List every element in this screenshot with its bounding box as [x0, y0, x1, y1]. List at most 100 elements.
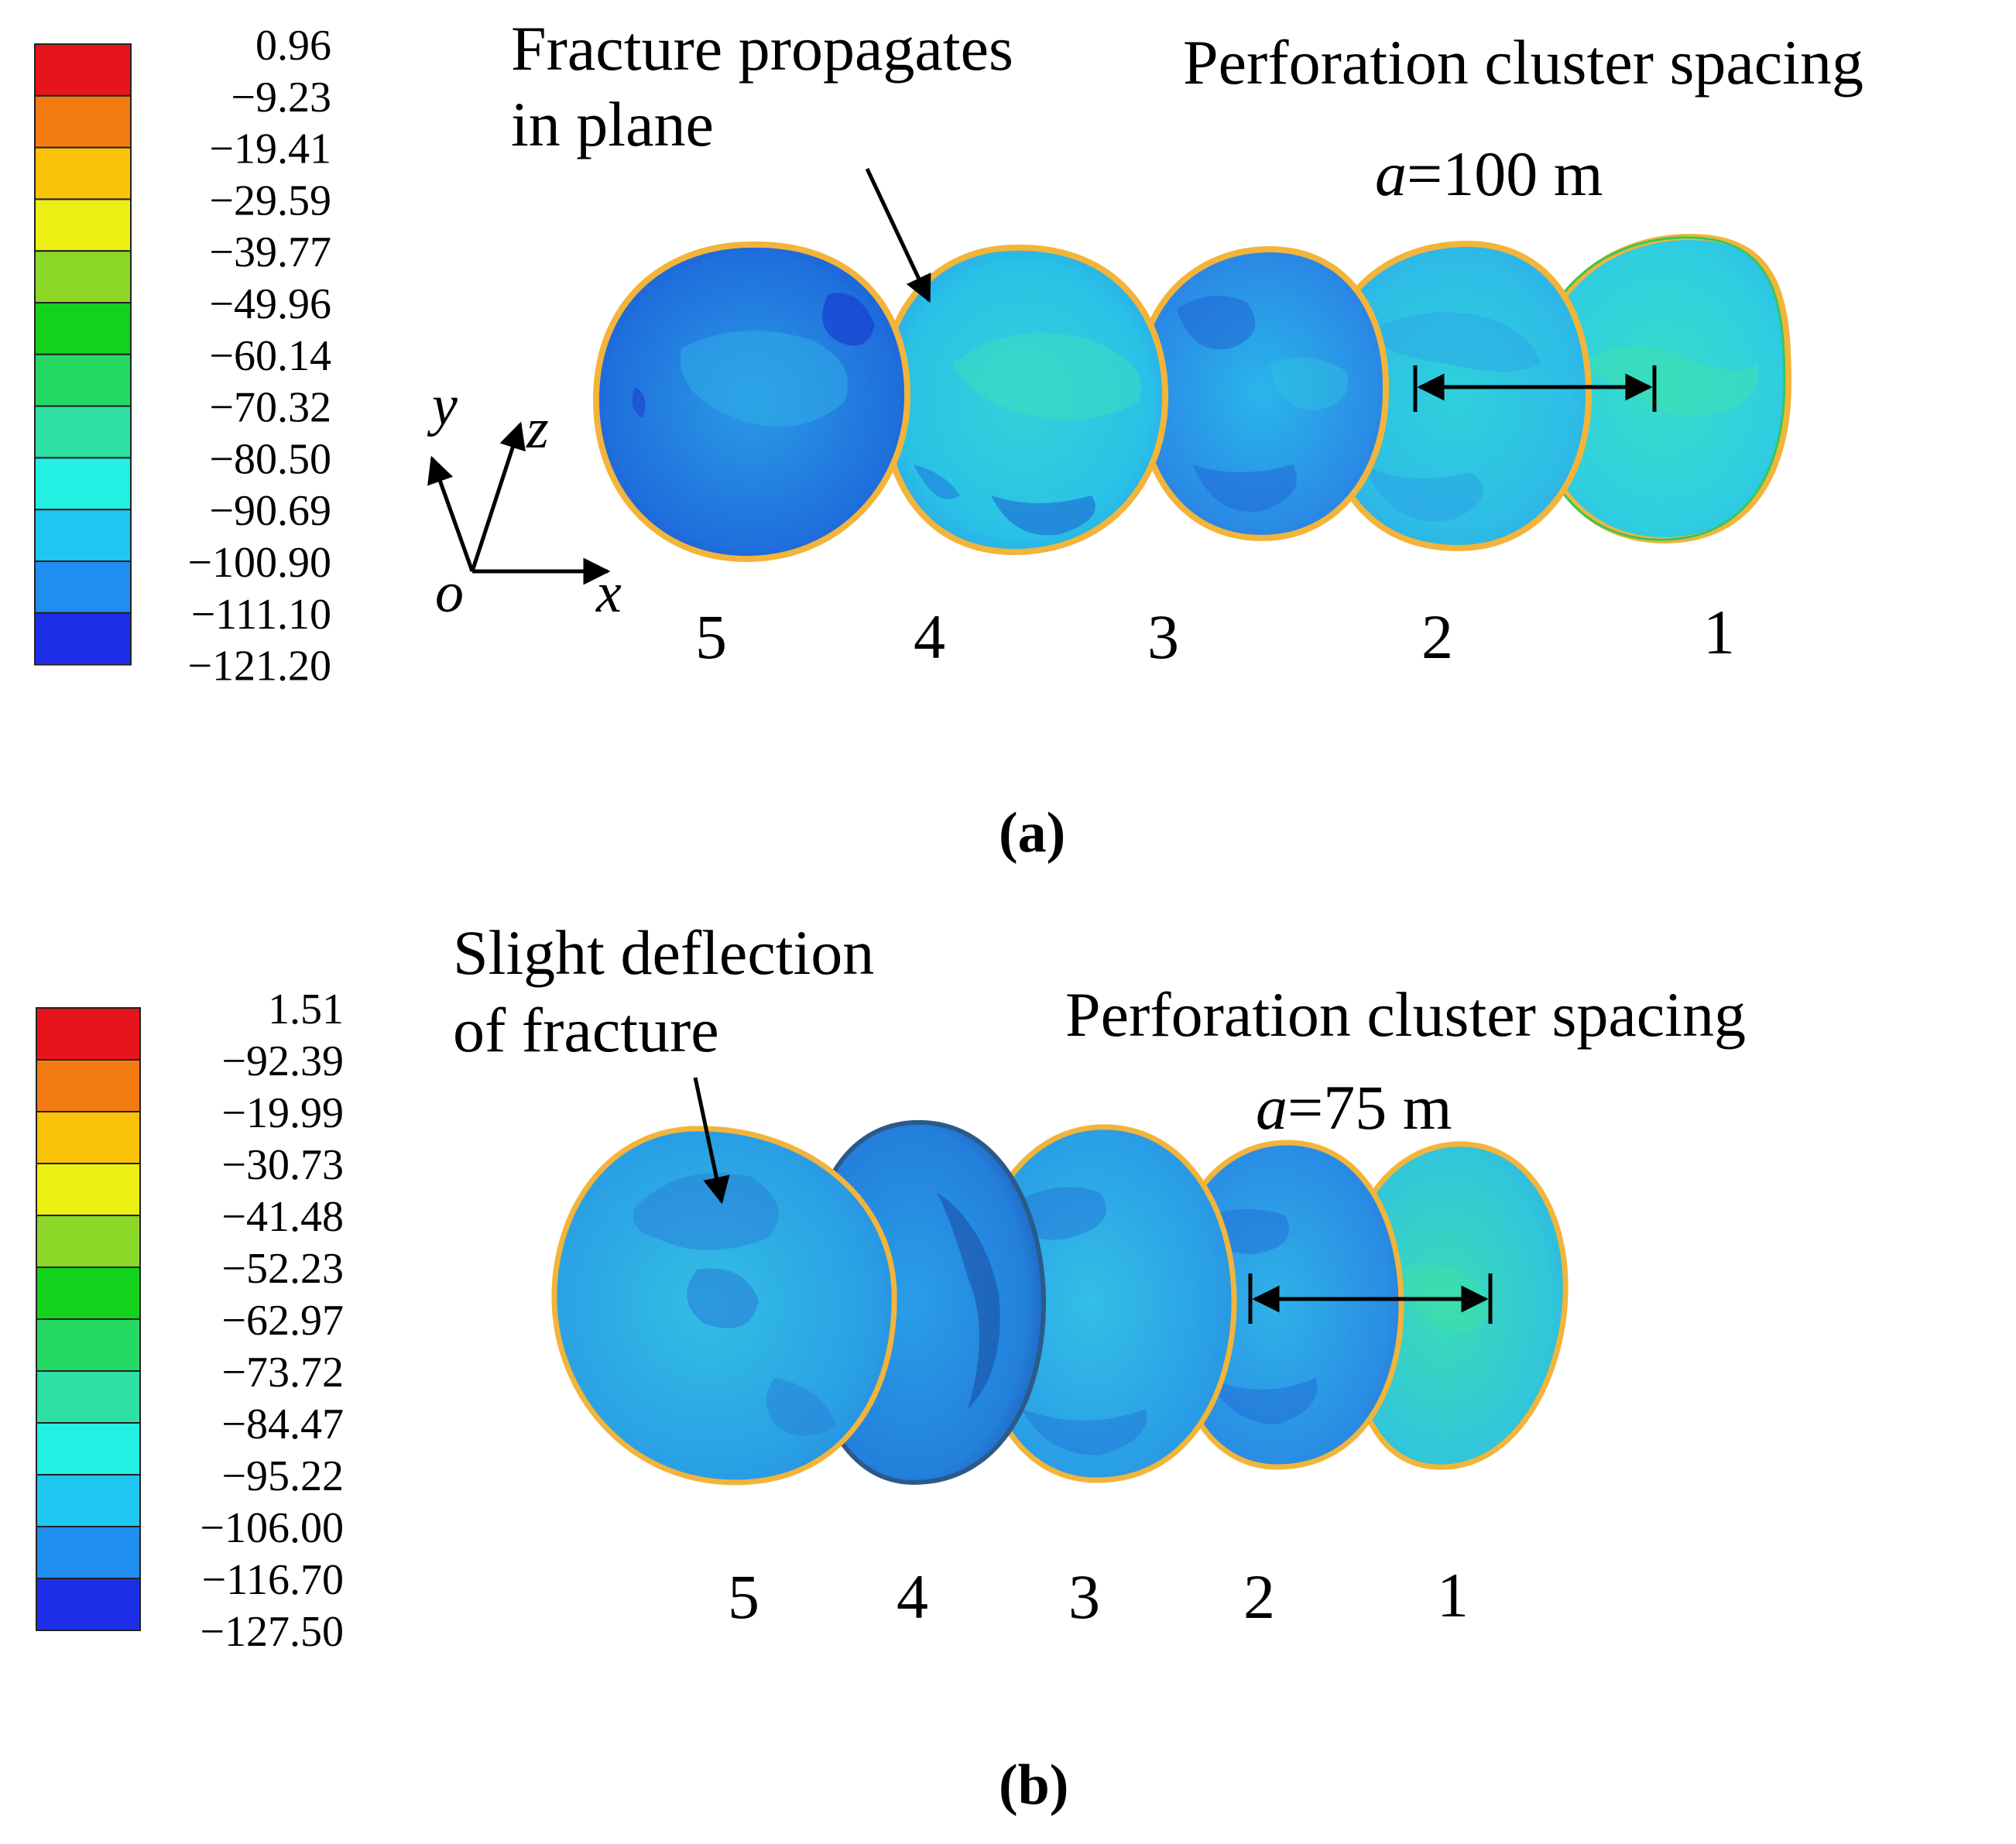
legend-swatch	[36, 1370, 141, 1424]
panel-a: 0.96−9.23−19.41−29.59−39.77−49.96−60.14−…	[34, 13, 1863, 865]
legend-label: −106.00	[200, 1504, 344, 1552]
spacing-num-a: =100 m	[1407, 139, 1603, 209]
legend-label: −19.99	[221, 1089, 344, 1137]
legend-label: −9.23	[231, 74, 331, 122]
spacing-var-a: a	[1375, 139, 1407, 209]
fracture-annotation-b-line2: of fracture	[453, 995, 719, 1065]
cluster-number: 5	[728, 1561, 759, 1632]
legend-b-colorbar	[36, 1007, 141, 1631]
cluster-number: 4	[897, 1561, 928, 1632]
legend-label: −90.69	[209, 487, 331, 535]
legend-label: −121.20	[187, 643, 331, 691]
legend-swatch	[36, 1578, 141, 1631]
fracture-disc-1	[1530, 233, 1792, 544]
fracture-pointer-arrow-a	[865, 167, 931, 303]
legend-label: −60.14	[209, 332, 331, 380]
fracture-disc-4	[879, 244, 1169, 556]
legend-label: −116.70	[201, 1556, 344, 1604]
axis-label-origin: o	[435, 561, 464, 625]
legend-label: −92.39	[221, 1037, 344, 1085]
legend-a-labels: 0.96−9.23−19.41−29.59−39.77−49.96−60.14−…	[187, 22, 331, 691]
legend-label: −49.96	[209, 280, 331, 328]
cluster-numbers-b: 5 4 3 2 1	[728, 1560, 1469, 1632]
legend-swatch	[36, 1318, 141, 1372]
legend-a: 0.96−9.23−19.41−29.59−39.77−49.96−60.14−…	[34, 22, 331, 691]
legend-b-labels: 1.51−92.39−19.99−30.73−41.48−52.23−62.97…	[200, 985, 344, 1656]
legend-label: −39.77	[209, 228, 331, 276]
legend-swatch	[36, 1163, 141, 1216]
spacing-annotation-b: Perforation cluster spacing	[1065, 979, 1746, 1050]
legend-label: 1.51	[268, 985, 344, 1033]
legend-label: −95.22	[221, 1452, 344, 1500]
legend-swatch	[34, 94, 132, 149]
fracture-disc-5	[551, 1126, 897, 1486]
legend-swatch	[36, 1215, 141, 1268]
legend-label: −100.90	[187, 539, 331, 587]
legend-swatch	[36, 1266, 141, 1320]
panel-label-a: (a)	[999, 801, 1065, 865]
legend-swatch	[36, 1474, 141, 1527]
cluster-number: 2	[1421, 602, 1453, 672]
cluster-number: 3	[1068, 1561, 1100, 1632]
legend-swatch	[34, 612, 132, 666]
legend-swatch	[34, 509, 132, 563]
fracture-disc-3	[1134, 245, 1390, 542]
cluster-number: 2	[1243, 1561, 1275, 1632]
legend-label: −52.23	[221, 1245, 344, 1293]
panel-b: 1.51−92.39−19.99−30.73−41.48−52.23−62.97…	[36, 917, 1746, 1817]
legend-label: −41.48	[221, 1193, 344, 1241]
legend-swatch	[34, 198, 132, 252]
legend-label: −111.10	[191, 591, 331, 639]
fracture-discs-b	[551, 1119, 1569, 1486]
coordinate-axes: y z x o	[427, 374, 622, 625]
spacing-num-b: =75 m	[1287, 1072, 1452, 1143]
fracture-disc-5	[592, 241, 911, 563]
legend-label: −127.50	[200, 1608, 344, 1656]
cluster-number: 1	[1703, 597, 1735, 667]
spacing-dimension-b	[1248, 1273, 1493, 1324]
legend-swatch	[36, 1111, 141, 1164]
legend-swatch	[34, 250, 132, 304]
legend-swatch	[36, 1007, 141, 1061]
legend-label: −29.59	[209, 177, 331, 225]
legend-a-colorbar	[34, 43, 132, 666]
cluster-number: 3	[1147, 602, 1179, 672]
legend-swatch	[34, 43, 132, 97]
cluster-number: 4	[914, 602, 945, 672]
legend-swatch	[34, 457, 132, 511]
spacing-value-b: a=75 m	[1256, 1072, 1452, 1143]
fracture-annotation-a-line1: Fracture propagates	[511, 13, 1013, 84]
axis-label-z: z	[526, 397, 549, 461]
fracture-annotation-b-line1: Slight deflection	[453, 917, 874, 988]
legend-swatch	[34, 353, 132, 407]
panel-label-b: (b)	[999, 1753, 1068, 1817]
legend-label: 0.96	[255, 22, 331, 70]
spacing-var-b: a	[1256, 1072, 1287, 1143]
legend-label: −80.50	[209, 435, 331, 483]
legend-swatch	[36, 1526, 141, 1579]
fracture-discs-a	[592, 233, 1792, 563]
legend-swatch	[36, 1059, 141, 1112]
legend-swatch	[36, 1422, 141, 1476]
legend-b: 1.51−92.39−19.99−30.73−41.48−52.23−62.97…	[36, 985, 344, 1656]
cluster-numbers-a: 5 4 3 2 1	[695, 597, 1735, 672]
spacing-annotation-a: Perforation cluster spacing	[1183, 27, 1863, 98]
legend-label: −19.41	[209, 125, 331, 173]
legend-label: −62.97	[221, 1297, 344, 1345]
spacing-value-a: a=100 m	[1375, 139, 1603, 209]
legend-swatch	[34, 302, 132, 355]
fracture-annotation-a-line2: in plane	[511, 89, 714, 159]
legend-label: −73.72	[221, 1349, 344, 1397]
legend-label: −70.32	[209, 384, 331, 432]
axis-label-y: y	[427, 374, 458, 437]
spacing-dimension-a	[1413, 365, 1657, 412]
legend-swatch	[34, 405, 132, 459]
cluster-number: 5	[695, 602, 727, 672]
fracture-disc-3	[971, 1124, 1237, 1483]
legend-swatch	[34, 560, 132, 614]
axis-label-x: x	[595, 561, 622, 625]
cluster-number: 1	[1437, 1560, 1469, 1630]
fracture-pointer-arrow-b	[693, 1077, 730, 1205]
legend-swatch	[34, 146, 132, 201]
